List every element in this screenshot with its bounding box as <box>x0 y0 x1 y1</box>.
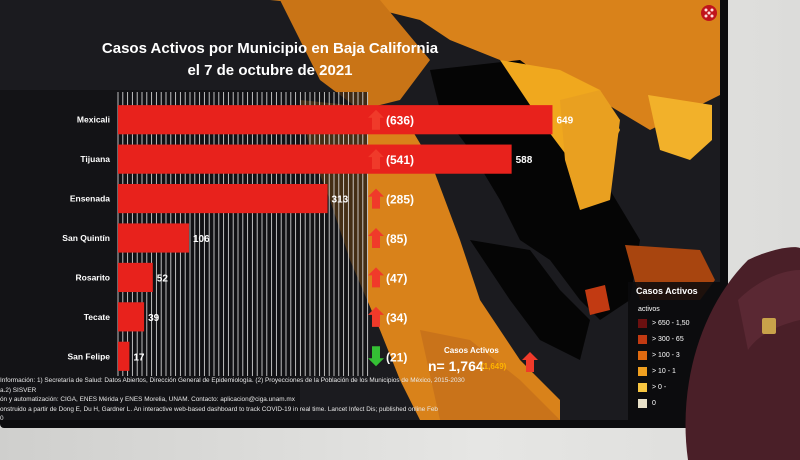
previous-value-label: (47) <box>386 271 407 285</box>
chart-subtitle: el 7 de octubre de 2021 <box>187 62 353 79</box>
previous-value-label: (541) <box>386 153 414 167</box>
map-region-yellow-3 <box>560 90 620 210</box>
legend-item: > 650 - 1,50 <box>638 318 690 330</box>
bar-chart: Mexicali 649 (636) Tijuana 588 (541) Ensenada 3… <box>62 92 574 376</box>
legend-swatch <box>638 398 647 408</box>
footer-line: Información: 1) Secretaría de Salud: Dat… <box>0 377 465 384</box>
bar <box>118 183 328 214</box>
previous-value-label: (285) <box>386 193 414 207</box>
bar <box>118 105 553 135</box>
bar <box>118 262 153 293</box>
category-label: Ensenada <box>70 194 110 204</box>
legend-item: > 100 - 3 <box>638 350 680 362</box>
trend-up-arrow-icon <box>368 267 384 288</box>
footer-line: onstruido a partir de Dong E, Du H, Gard… <box>0 405 438 413</box>
summary-value: n= 1,764 <box>428 358 484 374</box>
category-label: San Felipe <box>67 351 110 361</box>
logo-icon <box>701 5 717 21</box>
legend-title: Casos Activos <box>636 286 698 296</box>
legend-item-label: 0 <box>652 400 656 407</box>
value-label: 588 <box>516 155 533 166</box>
trend-up-arrow-icon <box>368 188 384 209</box>
tv-frame: Casos Activos por Municipio en Baja Cali… <box>0 0 728 428</box>
category-label: San Quintín <box>62 233 110 243</box>
legend-item: 0 <box>638 398 656 410</box>
footer-line: 0 <box>0 415 4 420</box>
category-label: Rosarito <box>76 272 110 282</box>
legend-item-label: > 650 - 1,50 <box>652 320 690 327</box>
map-region-peninsula-south <box>420 330 560 420</box>
value-label: 52 <box>157 273 169 284</box>
category-label: Tecate <box>84 312 111 322</box>
previous-value-label: (34) <box>386 311 407 325</box>
value-label: 649 <box>556 116 573 127</box>
value-label: 106 <box>193 234 210 245</box>
map-region-small-red <box>585 285 610 315</box>
legend-swatch <box>638 382 647 392</box>
summary-previous: (1,649) <box>481 362 507 371</box>
category-label: Tijuana <box>80 154 110 164</box>
map-region-mainland <box>270 0 720 130</box>
legend-swatch <box>638 350 647 360</box>
legend-item-label: > 10 - 1 <box>652 368 676 375</box>
chart-title-line1: Casos Activos por Municipio en Baja Cali… <box>101 40 439 57</box>
map-region-yellow-2 <box>648 95 712 160</box>
legend-item-label: > 100 - 3 <box>652 352 680 359</box>
legend-item-label: > 0 - <box>652 384 667 391</box>
sources-footer: Información: 1) Secretaría de Salud: Dat… <box>0 376 700 420</box>
trend-up-arrow-icon <box>368 149 384 170</box>
footer-line: ón y automatización: CIGA, ENES Mérida y… <box>0 396 295 403</box>
trend-up-arrow-icon <box>368 306 384 327</box>
previous-value-label: (636) <box>386 114 414 128</box>
value-label: 39 <box>148 313 160 324</box>
legend-swatch <box>638 318 647 328</box>
bar <box>118 144 512 174</box>
trend-up-arrow-icon <box>368 228 384 248</box>
category-label: Mexicali <box>77 115 110 125</box>
presenter-person <box>685 247 800 460</box>
bar <box>118 302 145 332</box>
legend-item: > 10 - 1 <box>638 366 676 378</box>
summary-trend-up-arrow-icon <box>522 352 538 372</box>
legend-swatch <box>638 334 647 344</box>
legend-item: > 300 - 65 <box>638 334 684 346</box>
bar <box>118 223 189 253</box>
bar <box>118 341 130 371</box>
value-label: 313 <box>332 195 349 206</box>
trend-down-arrow-icon <box>368 346 384 367</box>
previous-value-label: (85) <box>386 232 407 246</box>
value-label: 17 <box>133 352 145 363</box>
trend-up-arrow-icon <box>368 109 384 130</box>
chart-title: Casos Activos por Municipio en Baja Cali… <box>60 38 480 82</box>
legend-item-label: > 300 - 65 <box>652 336 684 343</box>
footer-line: a.2) SISVER <box>0 386 37 394</box>
map-region-gulf <box>470 240 590 360</box>
summary-label: Casos Activos <box>444 346 499 355</box>
legend-item: > 0 - <box>638 382 666 394</box>
map-region-north <box>280 0 430 110</box>
dashboard-screen: Casos Activos por Municipio en Baja Cali… <box>0 0 720 420</box>
badge-icon <box>762 318 776 334</box>
legend-subtitle: activos <box>638 306 660 313</box>
legend-swatch <box>638 366 647 376</box>
previous-value-label: (21) <box>386 350 407 364</box>
